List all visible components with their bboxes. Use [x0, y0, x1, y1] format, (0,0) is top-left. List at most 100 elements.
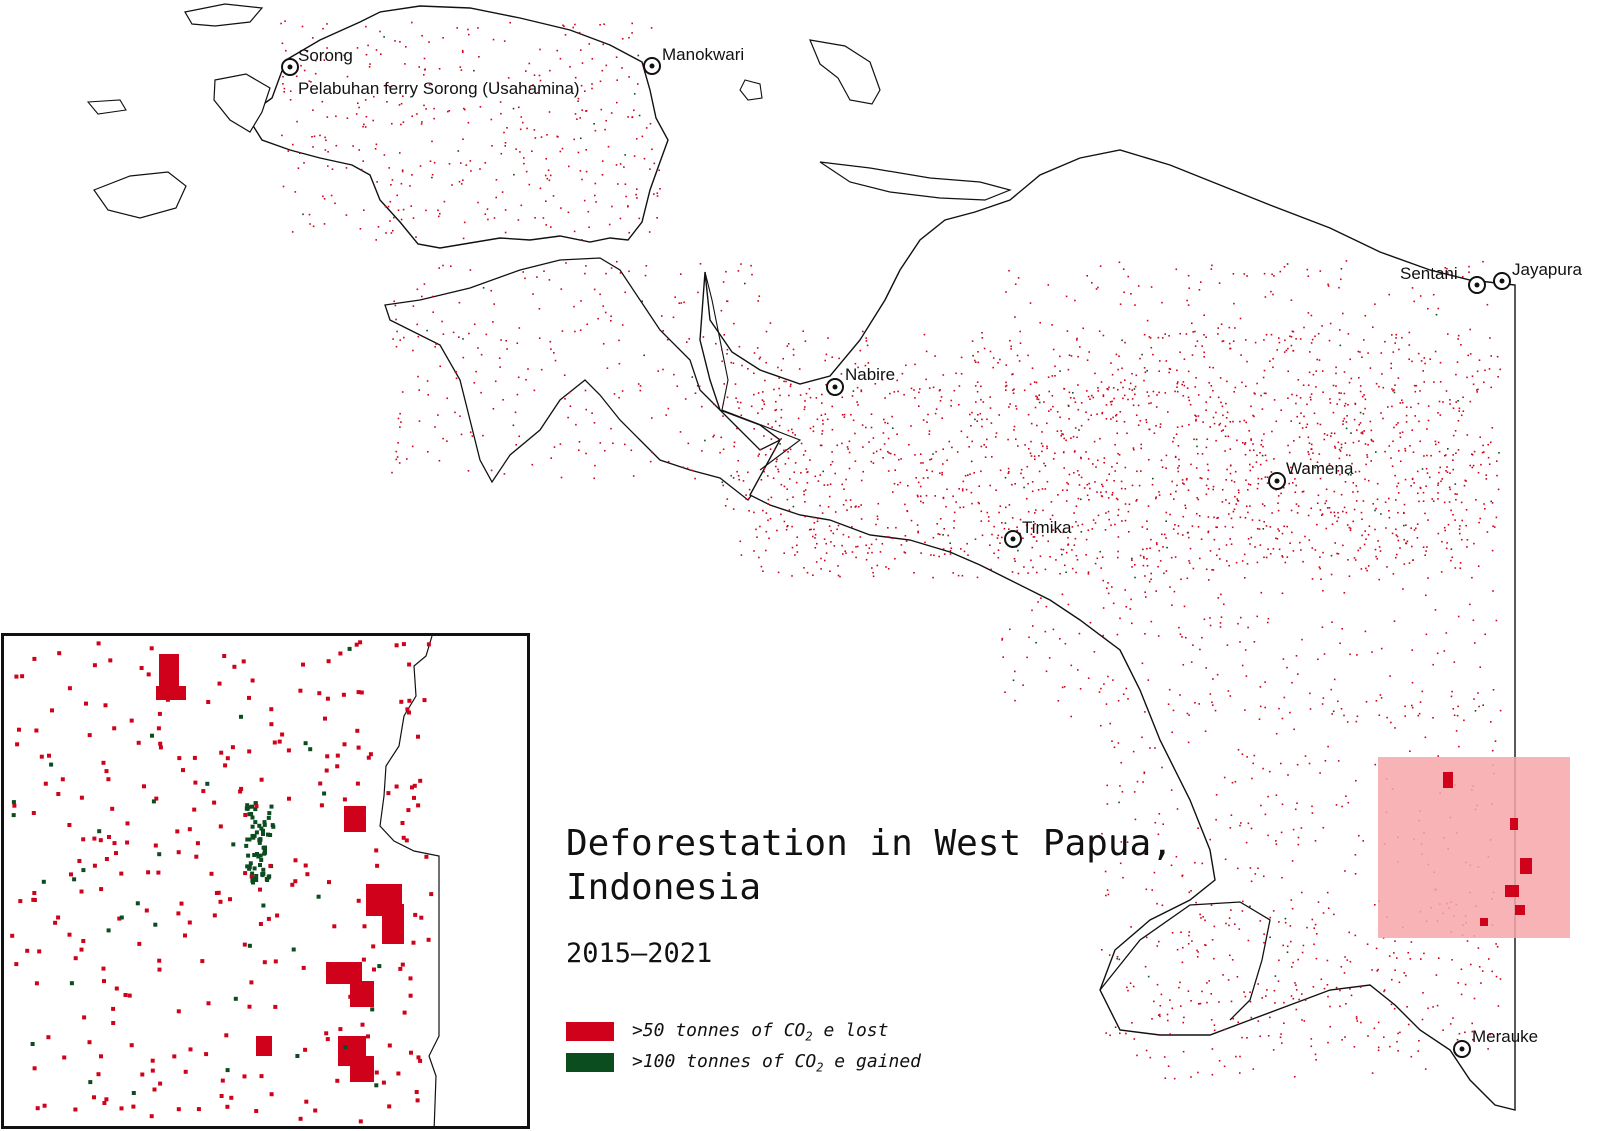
loss-point — [1212, 485, 1215, 488]
loss-point — [1471, 466, 1474, 469]
loss-point — [1389, 675, 1391, 677]
loss-point — [1173, 1077, 1176, 1080]
loss-point — [1230, 909, 1232, 911]
loss-point — [437, 209, 439, 212]
loss-point — [1145, 888, 1148, 891]
loss-point — [1154, 747, 1156, 749]
loss-point — [1394, 727, 1396, 729]
inset-point — [269, 722, 274, 727]
loss-point — [992, 357, 995, 359]
loss-point — [377, 226, 380, 228]
loss-point — [1148, 336, 1151, 338]
loss-point — [1283, 1022, 1285, 1024]
loss-point — [1086, 483, 1089, 486]
loss-point — [1037, 398, 1040, 401]
loss-point — [842, 553, 844, 555]
loss-point — [1224, 858, 1227, 861]
loss-point — [1374, 528, 1376, 531]
loss-point — [917, 495, 919, 498]
loss-point — [1136, 780, 1139, 783]
loss-point — [1067, 544, 1069, 546]
loss-point — [1457, 420, 1460, 422]
city-marker-merauke[interactable]: Merauke — [1453, 1027, 1538, 1058]
city-marker-manokwari[interactable]: Manokwari — [643, 45, 744, 75]
loss-point — [1106, 784, 1108, 787]
loss-point — [1215, 794, 1218, 796]
loss-point — [1447, 523, 1450, 526]
loss-point — [1117, 508, 1120, 511]
city-marker-timika[interactable]: Timika — [1004, 518, 1072, 548]
inset-point — [81, 939, 86, 943]
loss-point — [1079, 346, 1081, 348]
inset-point — [348, 994, 353, 999]
loss-point — [1124, 379, 1126, 381]
loss-point — [1445, 454, 1447, 456]
loss-point — [823, 538, 826, 540]
loss-point — [503, 40, 506, 42]
loss-point — [1063, 388, 1066, 390]
loss-point — [580, 84, 583, 87]
loss-point — [1289, 335, 1291, 338]
loss-point — [1038, 455, 1040, 457]
loss-point — [1077, 355, 1079, 358]
loss-point — [1403, 538, 1405, 541]
loss-point — [887, 450, 889, 453]
loss-point — [335, 144, 338, 147]
loss-point — [845, 499, 847, 502]
inset-point — [34, 981, 39, 986]
loss-point — [940, 396, 943, 398]
inset-point — [73, 956, 78, 961]
loss-point — [1222, 414, 1224, 417]
inset-point — [230, 745, 235, 750]
loss-point — [395, 458, 398, 461]
loss-point — [1402, 588, 1404, 590]
loss-point — [442, 333, 445, 335]
city-marker-wamena[interactable]: Wamena — [1268, 459, 1354, 490]
loss-point — [1223, 776, 1226, 779]
loss-point — [1271, 512, 1273, 514]
loss-point — [1375, 451, 1377, 453]
loss-point — [845, 478, 847, 481]
loss-point — [905, 364, 907, 367]
loss-point — [462, 338, 464, 340]
inset-point — [396, 1071, 401, 1076]
loss-point — [806, 471, 808, 474]
loss-point — [523, 162, 525, 165]
inset-point — [228, 897, 232, 902]
loss-point — [1307, 384, 1310, 386]
loss-point — [1363, 430, 1365, 432]
loss-point — [433, 161, 436, 164]
inset-point — [366, 1034, 370, 1039]
loss-point — [920, 500, 922, 503]
loss-point — [987, 516, 990, 518]
city-marker-nabire[interactable]: Nabire — [826, 365, 895, 396]
loss-point — [490, 289, 492, 292]
loss-point — [1100, 491, 1102, 494]
inset-point — [131, 1091, 136, 1095]
loss-point — [1111, 586, 1113, 588]
loss-point — [1213, 1024, 1216, 1026]
loss-point — [1208, 980, 1210, 982]
city-marker-jayapura[interactable]: Jayapura — [1493, 260, 1582, 290]
loss-point — [627, 116, 629, 118]
loss-point — [636, 197, 638, 199]
city-marker-ferry-sorong[interactable]: Pelabuhan ferry Sorong (Usahamina) — [298, 79, 580, 98]
loss-point — [786, 525, 789, 527]
city-marker-sorong[interactable]: Sorong — [281, 46, 353, 76]
city-marker-sentani[interactable]: Sentani — [1400, 264, 1486, 294]
loss-point — [586, 323, 588, 326]
inset-point — [408, 993, 413, 998]
loss-point — [1001, 639, 1003, 641]
loss-point — [1410, 406, 1412, 409]
loss-point — [1292, 997, 1295, 1000]
loss-point — [1065, 571, 1067, 574]
loss-point — [548, 111, 551, 113]
loss-point — [406, 458, 408, 460]
loss-point — [816, 517, 819, 520]
loss-point — [889, 392, 891, 395]
loss-point — [1181, 383, 1183, 386]
loss-point — [1455, 498, 1457, 501]
loss-point — [1167, 1019, 1169, 1022]
loss-point — [1205, 401, 1207, 403]
inset-point — [108, 658, 113, 663]
